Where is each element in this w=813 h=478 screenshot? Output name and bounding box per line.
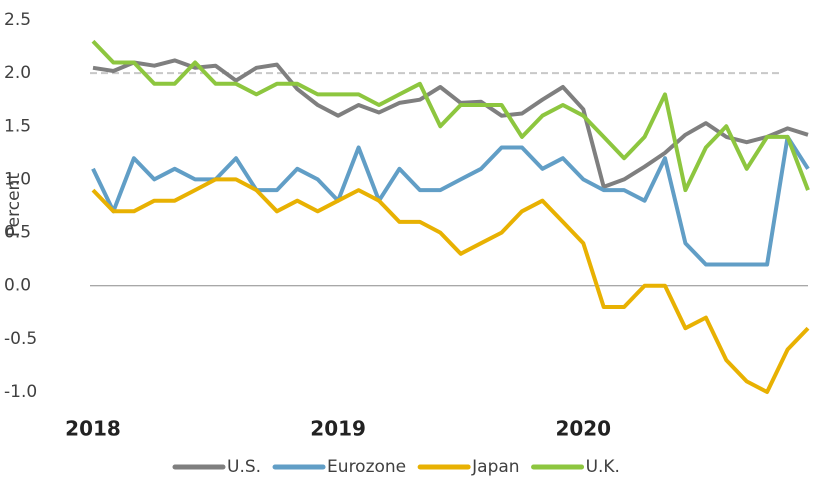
x-tick-label: 2018: [65, 417, 121, 441]
legend-label: Japan: [471, 457, 519, 477]
y-axis-title: Percent: [4, 173, 24, 237]
series-line: [91, 39, 810, 193]
y-tick-label: 2.5: [4, 10, 31, 30]
legend-label: U.S.: [227, 457, 261, 477]
legend-label: Eurozone: [327, 457, 406, 477]
series-line: [91, 177, 810, 394]
x-tick-label: 2019: [310, 417, 366, 441]
x-tick-label: 2020: [555, 417, 611, 441]
y-tick-label: 0.0: [4, 276, 31, 296]
y-tick-label: 2.0: [4, 63, 31, 83]
y-tick-label: 0.5: [4, 223, 31, 243]
y-tick-label: 1.0: [4, 169, 31, 189]
legend-label: U.K.: [586, 457, 620, 477]
y-tick-label: 1.5: [4, 116, 31, 136]
y-tick-label: -0.5: [4, 329, 37, 349]
y-tick-label: -1.0: [4, 382, 37, 402]
series-line: [92, 58, 809, 189]
